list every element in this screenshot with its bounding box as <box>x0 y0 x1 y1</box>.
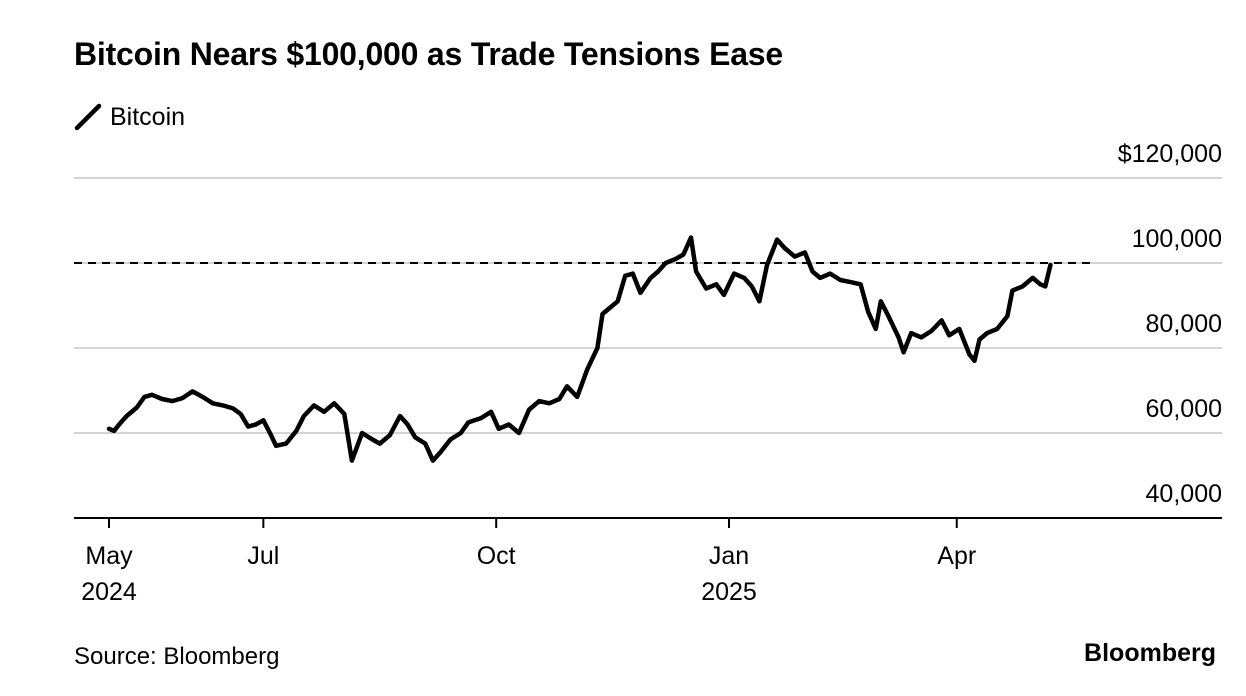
y-tick-label: 100,000 <box>1132 225 1222 253</box>
y-tick-label: 80,000 <box>1146 310 1222 338</box>
x-tick-label: Jul <box>247 542 279 570</box>
chart-title: Bitcoin Nears $100,000 as Trade Tensions… <box>74 36 784 72</box>
x-tick-label: Oct <box>477 542 516 570</box>
x-tick-year-label: 2024 <box>81 578 137 606</box>
x-tick-year-label: 2025 <box>701 578 757 606</box>
y-tick-label: $120,000 <box>1118 140 1222 168</box>
y-tick-label: 40,000 <box>1146 480 1222 508</box>
y-tick-label: 60,000 <box>1146 395 1222 423</box>
x-tick-label: May <box>85 542 133 570</box>
series-layer <box>106 235 1053 463</box>
x-axis <box>74 517 1222 528</box>
gridlines <box>74 177 1222 434</box>
legend-label: Bitcoin <box>110 102 186 131</box>
x-tick-label: Apr <box>937 542 976 570</box>
y-tick-labels: $120,000 100,000 80,000 60,000 40,000 <box>1118 140 1222 508</box>
legend-line-icon <box>74 103 102 131</box>
series-line-bitcoin <box>106 235 1053 463</box>
source-note: Source: Bloomberg <box>74 643 280 670</box>
x-tick-labels: May 2024 Jul Oct Jan 2025 Apr <box>81 542 976 606</box>
brand-logo: Bloomberg <box>1084 639 1216 667</box>
x-tick-label: Jan <box>709 542 749 570</box>
legend: Bitcoin <box>74 102 185 132</box>
